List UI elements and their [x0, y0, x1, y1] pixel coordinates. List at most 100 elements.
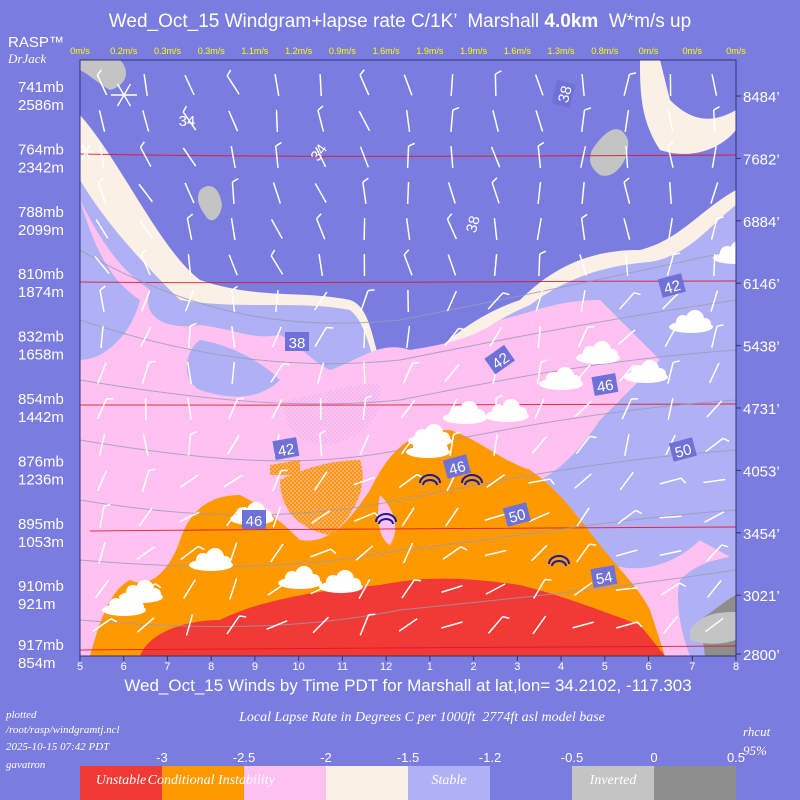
- altitude-feet: 2800’: [743, 647, 780, 664]
- wstar-value: 0m/s: [639, 46, 659, 56]
- isotherm-label: 38: [555, 84, 576, 105]
- cloud-icon: [189, 548, 233, 571]
- legend-label: Unstable: [96, 773, 147, 788]
- isotherm-label: 46: [596, 377, 615, 397]
- legend-tick: -1.5: [397, 750, 419, 765]
- isotherm-label: 34: [307, 141, 330, 164]
- x-tick-label: 6: [645, 661, 651, 673]
- author-label: DrJack: [7, 51, 46, 66]
- x-tick-label: 11: [337, 661, 348, 673]
- isotherm-label: 46: [246, 513, 263, 530]
- wstar-value: 1.3m/s: [548, 46, 576, 56]
- wstar-value: 1.6m/s: [373, 46, 401, 56]
- wstar-value: 0.8m/s: [591, 46, 619, 56]
- altitude-meters: 1053m: [18, 534, 64, 551]
- host-name: gavatron: [6, 759, 46, 771]
- brand-label: RASP™: [8, 34, 64, 51]
- isotherm-label: 54: [595, 569, 614, 589]
- legend-tick: 0: [650, 750, 657, 765]
- wstar-value: 0.3m/s: [154, 46, 182, 56]
- altitude-meters: 1442m: [18, 409, 64, 426]
- x-tick-label: 10: [293, 661, 305, 673]
- x-axis: 5 6 7 8 9 10 11 12 1 2 3 4 5 6 7 8: [77, 656, 739, 673]
- altitude-feet: 8484’: [743, 89, 780, 106]
- x-tick-label: 5: [602, 661, 608, 673]
- x-tick-label: 7: [164, 661, 170, 673]
- cloud-icons: [102, 241, 736, 616]
- wstar-value: 0.2m/s: [110, 46, 138, 56]
- isotherm-label: 50: [673, 441, 694, 462]
- legend-tick: -0.5: [561, 750, 583, 765]
- x-axis-label: Wed_Oct_15 Winds by Time PDT for Marshal…: [124, 676, 691, 695]
- x-tick-label: 8: [208, 661, 214, 673]
- x-tick-label: 4: [558, 661, 564, 673]
- x-tick-label: 3: [514, 661, 520, 673]
- cloud-icon: [485, 399, 529, 422]
- altitude-feet: 6146’: [743, 276, 780, 293]
- isotherm-label: 42: [662, 277, 683, 298]
- legend-tick: -2: [320, 750, 332, 765]
- pressure-level: 895mb: [18, 516, 64, 533]
- x-tick-label: 8: [733, 661, 739, 673]
- wstar-value: 1.1m/s: [241, 46, 269, 56]
- pressure-level: 832mb: [18, 329, 64, 346]
- legend-tick: -3: [156, 750, 168, 765]
- cloud-icon: [713, 241, 736, 264]
- altitude-feet: 3021’: [743, 588, 780, 605]
- cloud-icon: [319, 570, 363, 593]
- rhcut-label: rhcut: [743, 724, 771, 739]
- wstar-value: 0.3m/s: [198, 46, 226, 56]
- altitude-meters: 2586m: [18, 97, 64, 114]
- legend-label: Stable: [432, 773, 467, 788]
- pressure-level: 764mb: [18, 141, 64, 158]
- cloud-icon: [576, 341, 620, 364]
- pressure-level: 917mb: [18, 637, 64, 654]
- right-axis: 8484’ 7682’ 6884’ 6146’ 5438’ 4731’ 4053’ 3454’…: [736, 89, 780, 664]
- altitude-feet: 7682’: [743, 151, 780, 168]
- x-tick-label: 2: [471, 661, 477, 673]
- legend-swatch: [572, 766, 654, 800]
- cloud-icon: [669, 310, 713, 333]
- x-tick-label: 1: [427, 661, 433, 673]
- cloud-icon: [278, 566, 322, 589]
- snowflake-icons: [80, 83, 137, 160]
- altitude-feet: 4731’: [743, 401, 780, 418]
- legend-swatch: [80, 766, 162, 800]
- legend-label: Conditional Instability: [148, 773, 276, 788]
- chart-title: Wed_Oct_15 Windgram+lapse rate C/1K’ Mar…: [109, 11, 691, 32]
- x-tick-label: 5: [77, 661, 83, 673]
- title-prefix: Wed_Oct_15 Windgram+lapse rate C/1K’ Mar…: [109, 11, 545, 32]
- wstar-value: 1.9m/s: [416, 46, 444, 56]
- legend-tick: -1.2: [479, 750, 501, 765]
- wstar-value: 0m/s: [726, 46, 746, 56]
- isotherm-label: 42: [489, 349, 512, 372]
- pressure-level: 876mb: [18, 453, 64, 470]
- title-suffix: W*m/s up: [598, 11, 691, 32]
- isotherm-label: 38: [463, 214, 484, 235]
- altitude-meters: 2099m: [18, 222, 64, 239]
- legend-swatch: [326, 766, 408, 800]
- altitude-feet: 3454’: [743, 526, 780, 543]
- legend-swatch: [654, 766, 736, 800]
- cloud-icon: [102, 593, 146, 616]
- isotherm-label: 34: [179, 113, 196, 130]
- isotherm-labels: 34 34 38 38 38 42 42 42 46 46 46 50 50 54: [179, 79, 697, 589]
- cumulus-arcs: [375, 474, 570, 567]
- cloud-icon: [443, 401, 487, 424]
- legend-tick: 0.5: [727, 750, 745, 765]
- cloud-icon: [406, 435, 450, 458]
- legend-swatch: [244, 766, 326, 800]
- script-path: /root/rasp/windgramtj.ncl: [5, 724, 120, 736]
- pressure-level: 741mb: [18, 79, 64, 96]
- wstar-row: 0m/s 0.2m/s 0.3m/s 0.3m/s 1.1m/s 1.2m/s 0.9m/s…: [70, 46, 746, 56]
- altitude-feet: 6884’: [743, 214, 780, 231]
- x-tick-label: 7: [689, 661, 695, 673]
- isotherm-label: 38: [289, 335, 306, 352]
- wstar-value: 1.6m/s: [504, 46, 532, 56]
- cloud-icon: [539, 367, 583, 390]
- altitude-meters: 1658m: [18, 347, 64, 364]
- title-bold: 4.0km: [544, 11, 598, 32]
- legend-tick: -2.5: [233, 750, 255, 765]
- altitude-feet: 5438’: [743, 339, 780, 356]
